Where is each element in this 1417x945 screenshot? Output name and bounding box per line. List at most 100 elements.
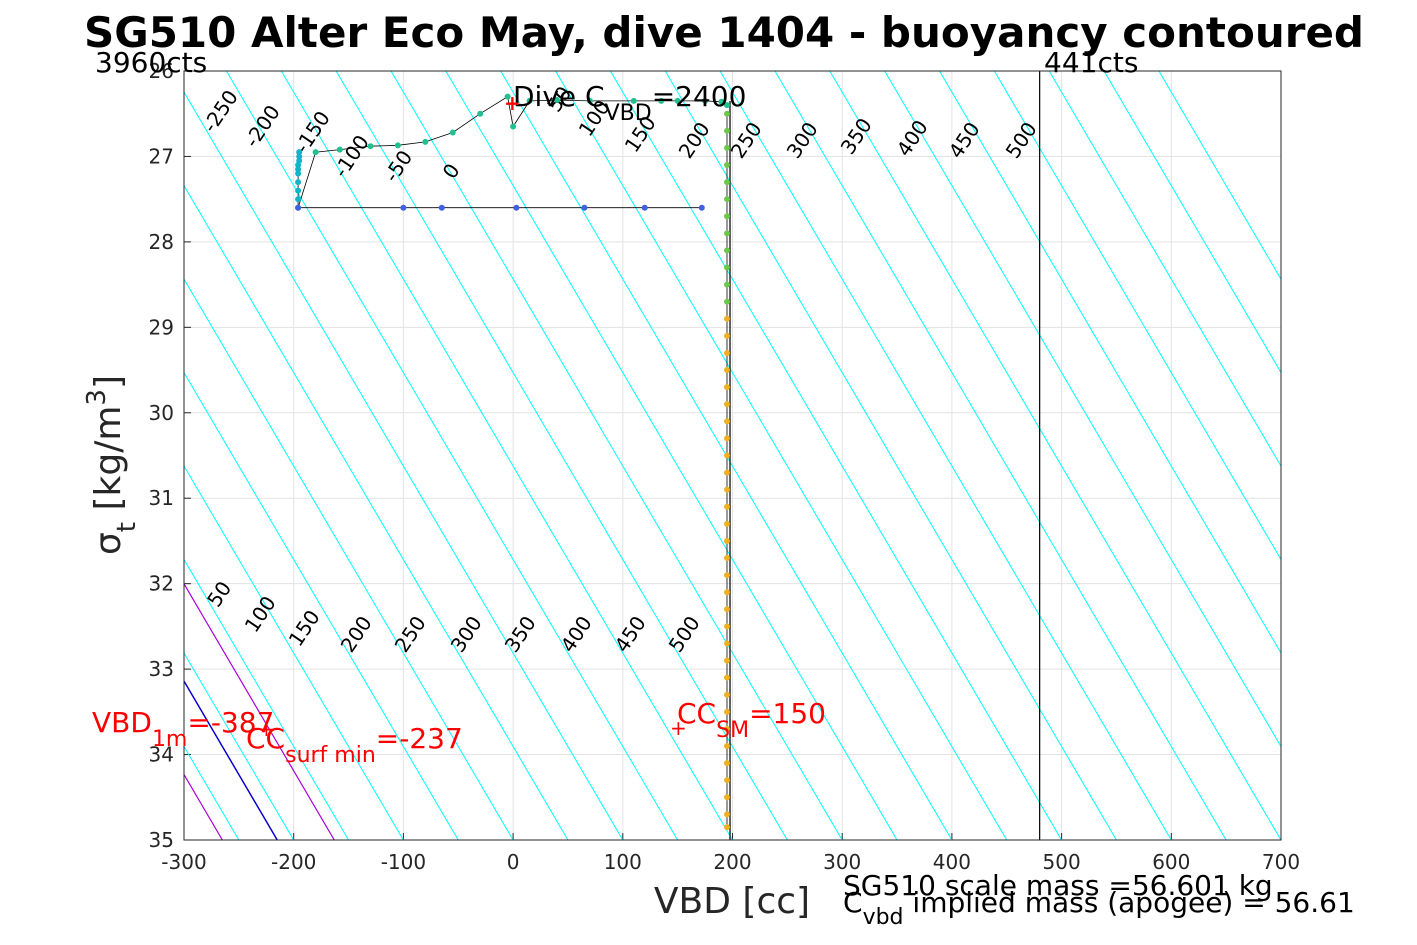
x-tick-label: 0 xyxy=(507,850,520,874)
dive-point xyxy=(724,401,731,408)
dive-point xyxy=(724,520,731,527)
buoyancy-contour-line xyxy=(280,71,733,840)
dive-point xyxy=(724,503,731,510)
dive-trace xyxy=(297,95,728,828)
contour-label: 150 xyxy=(284,606,325,651)
contour-label: 200 xyxy=(674,118,715,163)
contour-label: 350 xyxy=(500,612,541,657)
y-tick-labels: 26 27 28 29 30 31 32 33 34 35 xyxy=(149,59,174,852)
dive-point xyxy=(724,777,731,784)
buoyancy-contour-line xyxy=(939,71,1281,655)
dive-point xyxy=(724,572,731,579)
dive-point xyxy=(586,97,593,104)
dive-point xyxy=(724,230,731,237)
dive-point xyxy=(724,179,731,186)
dive-point xyxy=(513,204,520,211)
contour-label: 450 xyxy=(610,612,651,657)
dive-point xyxy=(296,149,303,156)
dive-point xyxy=(724,435,731,442)
x-tick-label: 600 xyxy=(1152,850,1190,874)
dive-point xyxy=(724,144,731,151)
scale-mass-label: SG510 scale mass =56.601 kg xyxy=(843,869,1273,902)
cc-surf-min-label: CCsurf min=-237 xyxy=(246,722,463,768)
dive-point xyxy=(658,97,665,104)
buoyancy-contour-line xyxy=(184,652,295,840)
contour-label: 400 xyxy=(892,116,933,161)
dive-point xyxy=(295,166,302,173)
chart-title: SG510 Alter Eco May, dive 1404 - buoyanc… xyxy=(84,8,1364,57)
dive-point xyxy=(724,213,731,220)
buoyancy-contour-line xyxy=(1048,71,1281,468)
dive-point xyxy=(724,537,731,544)
dive-point xyxy=(581,204,588,211)
dive-point xyxy=(724,367,731,374)
buoyancy-contour-line xyxy=(184,184,569,840)
x-tick-labels: -300 -200 -100 0 100 200 300 400 500 600 700 xyxy=(161,850,1300,874)
cc-sm-marker: + xyxy=(670,716,687,740)
dive-point xyxy=(724,452,731,459)
dive-point xyxy=(724,332,731,339)
buoyancy-contour-line xyxy=(774,71,1227,840)
contour-label: 450 xyxy=(944,118,985,163)
dive-point xyxy=(724,743,731,750)
dive-point xyxy=(724,315,731,322)
dive-point xyxy=(724,708,731,715)
buoyancy-contour-line xyxy=(226,71,679,840)
dive-c-vbd-label: Dive CVBD=2400 xyxy=(513,80,746,126)
dive-point xyxy=(724,589,731,596)
dive-point xyxy=(724,281,731,288)
dive-point xyxy=(724,657,731,664)
buoyancy-contour-line xyxy=(184,465,404,840)
y-tick-label: 28 xyxy=(149,230,174,254)
dive-point xyxy=(674,97,681,104)
buoyancy-contour-line xyxy=(184,278,514,840)
dive-point xyxy=(724,623,731,630)
start-marker: + xyxy=(504,91,521,115)
dive-point xyxy=(312,149,319,156)
contour-label: -50 xyxy=(379,146,417,187)
x-tick-label: -200 xyxy=(271,850,316,874)
dive-point xyxy=(295,196,302,203)
dive-point xyxy=(295,170,302,177)
y-tick-label: 29 xyxy=(149,315,174,339)
y-tick-label: 34 xyxy=(149,743,174,767)
x-tick-label: 200 xyxy=(713,850,751,874)
contour-label: -250 xyxy=(198,86,243,137)
dive-point xyxy=(724,811,731,818)
buoyancy-contour-line xyxy=(555,71,1008,840)
y-tick-label: 30 xyxy=(149,401,174,425)
dive-point xyxy=(295,204,302,211)
dive-point xyxy=(724,102,731,109)
dive-point xyxy=(724,110,731,117)
x-tick-label: -100 xyxy=(381,850,426,874)
buoyancy-contour-line xyxy=(664,71,1117,840)
dive-point xyxy=(724,640,731,647)
x-axis-label: VBD [cc] xyxy=(654,881,810,922)
implied-mass-label: Cvbd implied mass (apogee) = 56.61 xyxy=(843,886,1355,930)
dive-point xyxy=(438,204,445,211)
cc-surf-marker: + xyxy=(258,717,275,741)
contour-label: 100 xyxy=(240,592,281,637)
vbd-1m-label: VBD1m=-387 xyxy=(92,706,274,752)
dive-point xyxy=(295,179,302,186)
dive-point xyxy=(526,97,533,104)
dive-point xyxy=(724,725,731,732)
y-tick-label: 26 xyxy=(149,59,174,83)
dive-point xyxy=(630,97,637,104)
dive-point xyxy=(724,247,731,254)
y-tick-label: 35 xyxy=(149,828,174,852)
x-tick-label: 700 xyxy=(1262,850,1300,874)
dive-point xyxy=(336,146,343,153)
buoyancy-contour-line xyxy=(719,71,1172,840)
dive-point xyxy=(724,127,731,134)
dive-point xyxy=(296,153,303,160)
dive-point xyxy=(510,123,517,130)
dive-point xyxy=(724,794,731,801)
contour-label: 200 xyxy=(336,612,377,657)
dive-point xyxy=(295,187,302,194)
contour-label: 0 xyxy=(438,159,465,183)
dive-point xyxy=(724,161,731,168)
dive-point xyxy=(724,196,731,203)
